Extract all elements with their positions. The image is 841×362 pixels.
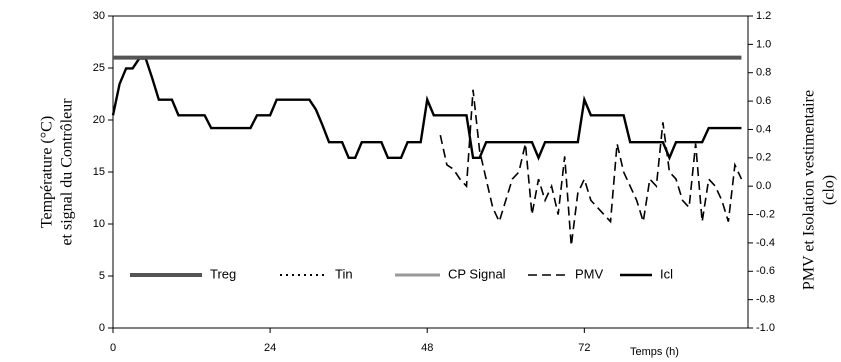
y2-tick-label: 0.2 — [756, 152, 771, 164]
y2-tick-label: -0.6 — [756, 265, 775, 277]
y-tick-label: 0 — [99, 322, 105, 334]
y2-tick-label: -0.4 — [756, 237, 775, 249]
y-tick-label: 20 — [93, 114, 105, 126]
legend-label: Icl — [660, 266, 673, 281]
y2-tick-label: 0.6 — [756, 95, 771, 107]
x-tick-label: 0 — [110, 342, 116, 354]
x-tick-label: 24 — [264, 342, 276, 354]
legend-label: PMV — [575, 266, 604, 281]
series-line — [439, 89, 743, 246]
y2-tick-label: 0.0 — [756, 180, 771, 192]
legend-label: CP Signal — [448, 266, 506, 281]
y2-tick-label: 0.4 — [756, 123, 771, 135]
series-line — [111, 57, 742, 161]
y2-tick-label: 0.8 — [756, 67, 771, 79]
x-tick-label: 48 — [421, 342, 433, 354]
y-axis-title: Température (°C) — [39, 116, 56, 228]
y-tick-label: 10 — [93, 218, 105, 230]
y2-tick-label: -0.8 — [756, 294, 775, 306]
y2-tick-label: -0.2 — [756, 208, 775, 220]
y-axis-title: et signal du Contrôleur — [59, 98, 76, 246]
y-tick-label: 15 — [93, 166, 105, 178]
y-tick-label: 5 — [99, 270, 105, 282]
y-tick-label: 30 — [93, 10, 105, 22]
legend-label: Tin — [335, 266, 353, 281]
x-tick-label: 72 — [578, 342, 590, 354]
y2-tick-label: 1.2 — [756, 10, 771, 22]
y2-axis-title: PMV et Isolation vestimentaire — [801, 90, 818, 290]
y2-tick-label: -1.0 — [756, 322, 775, 334]
y2-tick-label: 1.0 — [756, 38, 771, 50]
y-tick-label: 25 — [93, 62, 105, 74]
y2-axis-title: (clo) — [821, 175, 838, 205]
x-axis-title: Temps (h) — [630, 346, 679, 358]
legend-label: Treg — [210, 266, 236, 281]
